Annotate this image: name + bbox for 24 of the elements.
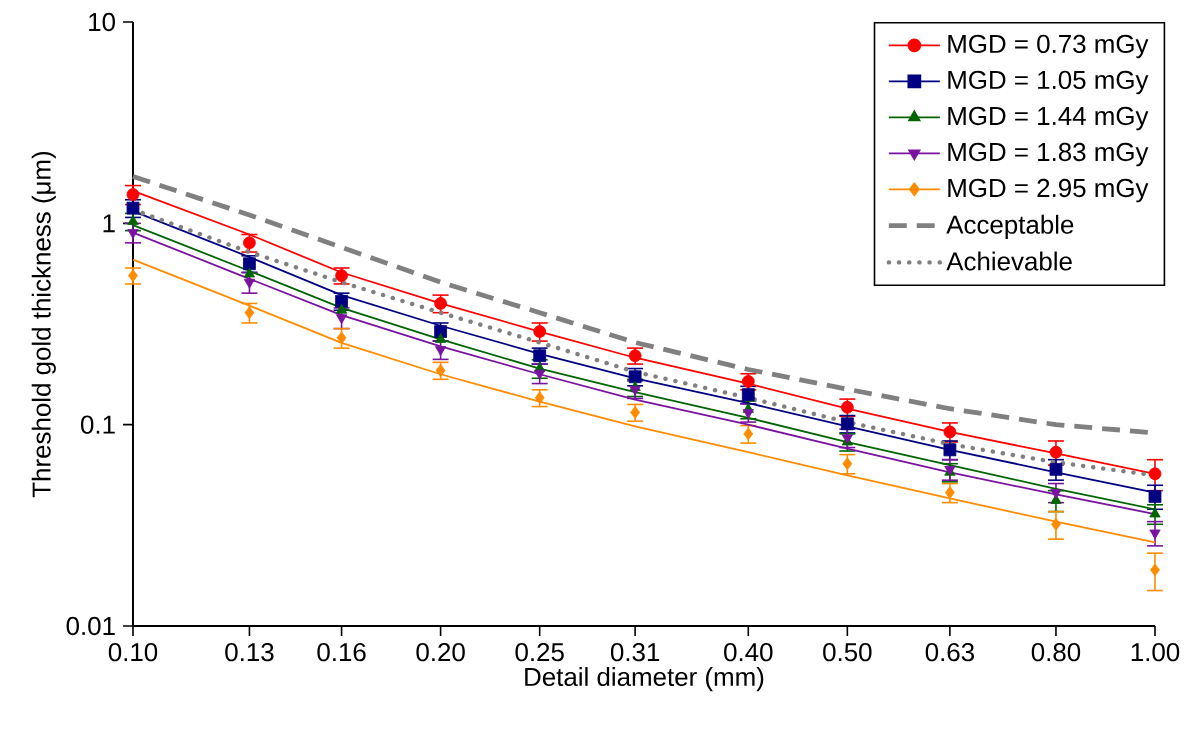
- legend-label: Acceptable: [946, 214, 1074, 239]
- x-tick-label: 0.40: [724, 642, 773, 662]
- y-tick-label: 1: [103, 214, 115, 233]
- y-tick-label: 10: [89, 12, 115, 32]
- x-tick-label: 0.31: [610, 642, 660, 662]
- x-tick-label: 0.16: [317, 642, 366, 662]
- x-tick-label: 0.50: [823, 642, 872, 662]
- y-tick-label: 0.1: [80, 415, 115, 434]
- legend-label: MGD = 1.05 mGy: [948, 70, 1149, 95]
- legend-label: MGD = 0.73 mGy: [948, 34, 1149, 59]
- y-tick-label: 0.01: [66, 616, 115, 636]
- x-tick-label: 1.00: [1131, 642, 1180, 662]
- x-tick-label: 0.13: [225, 642, 274, 662]
- legend-label: Achievable: [946, 251, 1072, 271]
- x-tick-label: 0.63: [925, 642, 974, 662]
- y-axis-title: Threshold gold thickness (μm): [31, 151, 56, 498]
- x-tick-label: 0.10: [108, 642, 158, 662]
- x-tick-label: 0.25: [515, 642, 564, 662]
- x-axis-title: Detail diameter (mm): [525, 667, 764, 692]
- legend-label: MGD = 1.44 mGy: [948, 106, 1149, 131]
- legend-label: MGD = 1.83 mGy: [948, 142, 1149, 167]
- x-tick-label: 0.20: [416, 642, 465, 662]
- x-tick-label: 0.80: [1031, 642, 1081, 662]
- legend-label: MGD = 2.95 mGy: [948, 178, 1149, 203]
